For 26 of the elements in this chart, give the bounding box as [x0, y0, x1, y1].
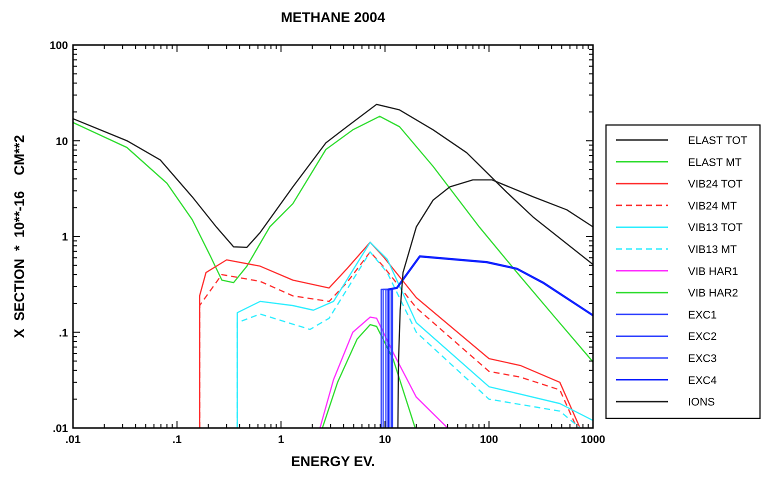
y-tick-label: .01: [52, 423, 68, 435]
legend-label: VIB HAR1: [688, 266, 738, 278]
y-tick-label: 100: [50, 40, 68, 52]
legend-label: ELAST TOT: [688, 135, 748, 147]
legend-label: VIB13 MT: [688, 244, 738, 256]
x-axis-title: ENERGY EV.: [290, 453, 376, 469]
y-tick-label: 1: [62, 232, 68, 244]
legend-label: EXC1: [688, 309, 717, 322]
legend-label: EXC3: [688, 353, 717, 365]
x-tick-label: 10: [378, 434, 392, 446]
legend-label: EXC2: [688, 331, 717, 344]
y-tick-label: .1: [58, 327, 68, 340]
legend-label: VIB13 TOT: [688, 222, 743, 234]
y-axis-title: X SECTION * 10**-16 CM**2: [11, 134, 27, 338]
legend-label: VIB24 TOT: [688, 178, 743, 191]
chart-title: METHANE 2004: [280, 9, 386, 25]
legend-label: EXC4: [688, 374, 717, 387]
legend-label: ELAST MT: [688, 156, 742, 169]
x-tick-label: 1000: [580, 434, 606, 446]
x-tick-label: 1: [278, 434, 284, 446]
legend-label: IONS: [688, 396, 715, 409]
legend-label: VIB24 MT: [688, 200, 738, 212]
y-tick-label: 10: [56, 136, 68, 148]
legend-label: VIB HAR2: [688, 288, 738, 300]
x-tick-label: .1: [172, 434, 182, 446]
x-tick-label: 100: [480, 434, 498, 446]
